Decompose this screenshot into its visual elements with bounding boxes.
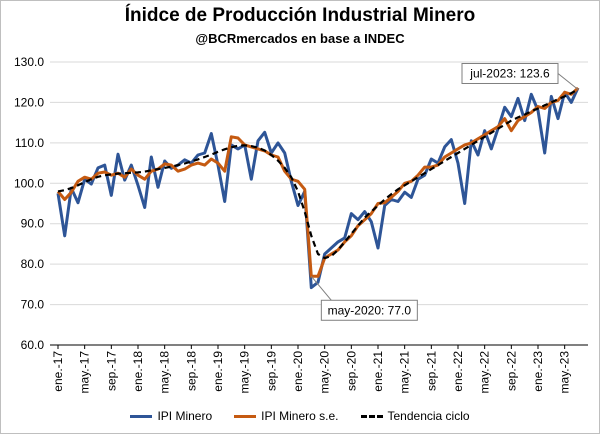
x-tick-label: sep.-22 xyxy=(504,351,518,391)
legend-label-ipi-minero-se: IPI Minero s.e. xyxy=(261,409,339,423)
y-tick-label: 100.0 xyxy=(14,176,44,190)
x-tick-label: may.-21 xyxy=(398,351,412,394)
x-tick-label: ene.-20 xyxy=(291,351,305,392)
legend-swatch-ipi-minero-se xyxy=(234,414,257,418)
x-tick-label: sep.-19 xyxy=(264,351,278,391)
x-tick-label: ene.-18 xyxy=(131,351,145,392)
x-tick-label: sep.-17 xyxy=(104,351,118,391)
x-tick-label: ene.-19 xyxy=(211,351,225,392)
data-label: jul-2023: 123.6 xyxy=(469,66,550,80)
chart-title: Ínidce de Producción Industrial Minero xyxy=(124,5,476,26)
legend-label-tendencia-ciclo: Tendencia ciclo xyxy=(387,409,470,423)
legend: IPI Minero IPI Minero s.e. Tendencia cic… xyxy=(0,409,600,423)
series-line-ipi-minero xyxy=(56,87,580,290)
chart-subtitle: @BCRmercados en base a INDEC xyxy=(195,31,405,46)
series-line-tendencia-ciclo xyxy=(57,88,579,260)
x-tick-label: may.-19 xyxy=(238,351,252,394)
series-line-ipi-minero-se xyxy=(56,86,580,278)
y-tick-label: 110.0 xyxy=(15,136,44,150)
legend-swatch-tendencia-ciclo xyxy=(360,414,383,418)
x-tick-label: may.-18 xyxy=(158,351,172,394)
x-tick-label: sep.-20 xyxy=(344,351,358,391)
y-tick-label: 60.0 xyxy=(21,338,45,352)
legend-item-tendencia-ciclo[interactable]: Tendencia ciclo xyxy=(360,409,470,423)
y-tick-label: 120.0 xyxy=(14,95,44,109)
x-tick-label: ene.-23 xyxy=(531,351,545,392)
legend-label-ipi-minero: IPI Minero xyxy=(157,409,213,423)
x-tick-label: sep.-18 xyxy=(184,351,198,391)
x-tick-label: sep.-21 xyxy=(424,351,438,391)
data-label: may-2020: 77.0 xyxy=(328,303,412,317)
y-tick-label: 90.0 xyxy=(21,217,45,231)
data-label-box xyxy=(461,62,559,84)
legend-swatch-ipi-minero xyxy=(130,414,153,418)
x-tick-label: may.-20 xyxy=(318,351,332,394)
y-tick-label: 130.0 xyxy=(14,55,44,69)
y-tick-label: 70.0 xyxy=(21,298,45,312)
x-tick-label: ene.-21 xyxy=(371,351,385,392)
data-label-leader xyxy=(557,73,579,90)
x-tick-label: ene.-22 xyxy=(451,351,465,392)
x-tick-label: may.-17 xyxy=(78,351,92,394)
data-label-leader xyxy=(310,275,332,301)
legend-item-ipi-minero-se[interactable]: IPI Minero s.e. xyxy=(234,409,339,423)
y-tick-label: 80.0 xyxy=(21,257,45,271)
x-tick-label: may.-22 xyxy=(478,351,492,394)
x-tick-label: may.-23 xyxy=(558,351,572,394)
x-tick-label: ene.-17 xyxy=(51,351,65,392)
legend-item-ipi-minero[interactable]: IPI Minero xyxy=(130,409,212,423)
data-label-box xyxy=(320,299,418,321)
